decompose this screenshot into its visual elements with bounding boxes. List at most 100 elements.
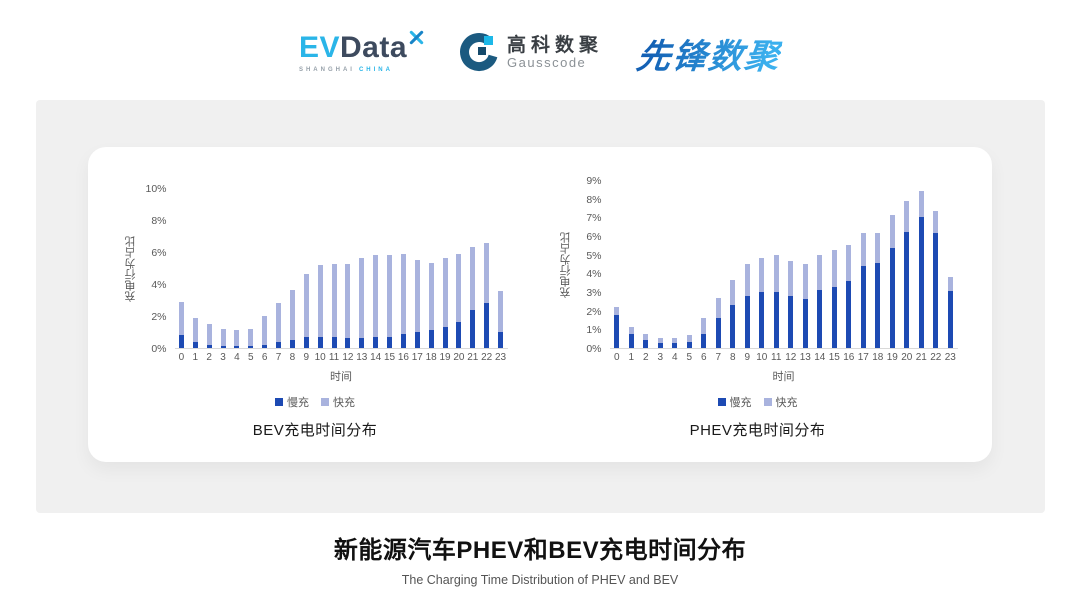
bar-segment-slow — [470, 309, 476, 348]
bar-segment-slow — [442, 327, 448, 348]
stacked-bar — [373, 255, 379, 348]
x-tick-label: 17 — [411, 352, 423, 363]
bar-segment-slow — [456, 322, 462, 348]
x-tick-label: 4 — [671, 352, 678, 363]
bar-segment-fast — [788, 261, 794, 296]
bar-segment-fast — [414, 260, 420, 332]
phev-legend: 慢充 快充 — [558, 396, 958, 409]
bar-column — [784, 261, 799, 348]
bar-segment-slow — [428, 330, 434, 348]
bar-segment-slow — [846, 280, 852, 348]
phev-plot-row: 充电行为占比 9% 8% 7% 6% 5% 4% 3% 2% 1% 0% — [558, 175, 958, 355]
phev-chart-title: PHEV充电时间分布 — [689, 422, 826, 439]
bar-column — [769, 254, 784, 348]
bar-column — [230, 330, 244, 348]
logo-header: EV Data SHANGHAI CHINA 高科数聚 Gausscode 先锋数… — [0, 0, 1080, 86]
x-tick-label: 7 — [715, 352, 722, 363]
y-tick-label: 4% — [586, 268, 602, 281]
bar-segment-slow — [234, 346, 240, 348]
bev-plot-row: 充电行为占比 10% 8% 6% 4% 2% 0% — [123, 183, 508, 355]
bar-column — [813, 254, 828, 348]
stacked-bar — [831, 250, 837, 348]
charts-card: 充电行为占比 10% 8% 6% 4% 2% 0% 0 1 2 3 4 5 6 7 8 9 10 11 12 13 1… — [88, 147, 992, 462]
bar-segment-slow — [715, 318, 721, 348]
bar-segment-fast — [773, 254, 779, 292]
bar-segment-slow — [248, 345, 254, 348]
stacked-bar — [701, 318, 707, 348]
x-tick-label: 4 — [234, 352, 240, 363]
x-tick-label: 0 — [178, 352, 185, 363]
x-tick-label: 7 — [275, 352, 282, 363]
bar-column — [885, 215, 900, 348]
bar-segment-slow — [373, 336, 379, 348]
stacked-bar — [759, 258, 765, 348]
page-subtitle: The Charging Time Distribution of PHEV a… — [401, 573, 679, 587]
stacked-bar — [846, 245, 852, 348]
x-tick-label: 22 — [930, 352, 942, 363]
gausscode-en-text: Gausscode — [507, 55, 587, 71]
y-tick-label: 8% — [586, 193, 602, 206]
stacked-bar — [889, 215, 895, 348]
bar-column — [668, 337, 683, 348]
bar-segment-fast — [686, 334, 692, 343]
x-tick-label: 1 — [628, 352, 635, 363]
gausscode-cn-text: 高科数聚 — [507, 34, 604, 56]
footer: 新能源汽车PHEV和BEV充电时间分布 The Charging Time Di… — [0, 530, 1080, 587]
bar-column — [682, 334, 697, 348]
phev-x-axis: 0 1 2 3 4 5 6 7 8 9 10 11 12 13 14 15 16 17 18 19 20 21 22 23 — [558, 352, 958, 363]
bar-segment-fast — [276, 303, 282, 342]
y-tick-label: 2% — [586, 305, 602, 318]
stacked-bar — [643, 334, 649, 348]
bar-column — [929, 210, 944, 348]
stacked-bar — [359, 257, 365, 348]
y-tick-label: 2% — [151, 311, 167, 323]
phev-chart: 充电行为占比 9% 8% 7% 6% 5% 4% 3% 2% 1% 0% 0 1 2 3 4 5 6 7 8 9 10… — [558, 175, 958, 440]
stacked-bar — [442, 258, 448, 348]
stacked-bar — [918, 191, 924, 348]
stacked-bar — [387, 255, 393, 348]
stacked-bar — [345, 264, 351, 348]
bar-column — [610, 306, 625, 348]
y-tick-label: 9% — [586, 175, 602, 187]
bar-segment-fast — [715, 297, 721, 319]
x-tick-label: 12 — [785, 352, 797, 363]
bar-column — [798, 264, 813, 348]
bar-segment-fast — [178, 301, 184, 336]
bar-segment-slow — [414, 332, 420, 348]
y-tick-label: 5% — [586, 249, 602, 262]
legend-swatch-fast — [321, 398, 329, 406]
bar-column — [369, 255, 383, 348]
bar-segment-slow — [701, 334, 707, 348]
legend-swatch-slow — [717, 398, 726, 406]
stacked-bar — [317, 264, 323, 348]
x-tick-label: 15 — [828, 352, 840, 363]
bar-segment-slow — [889, 248, 895, 348]
bev-x-axis: 0 1 2 3 4 5 6 7 8 9 10 11 12 13 14 15 16 17 18 19 20 21 22 23 — [123, 352, 508, 363]
bar-segment-fast — [428, 263, 434, 331]
bar-column — [202, 324, 216, 348]
legend-label-slow: 慢充 — [287, 397, 309, 409]
legend-item-fast: 快充 — [321, 394, 355, 410]
bar-segment-fast — [744, 264, 750, 296]
charts-panel: 充电行为占比 10% 8% 6% 4% 2% 0% 0 1 2 3 4 5 6 7 8 9 10 11 12 13 1… — [36, 100, 1045, 513]
bar-segment-fast — [498, 291, 504, 332]
y-tick-label: 6% — [586, 231, 602, 243]
x-tick-label: 11 — [771, 352, 782, 363]
stacked-bar — [715, 297, 721, 348]
x-tick-label: 16 — [397, 352, 409, 363]
legend-swatch-slow — [275, 398, 283, 406]
stacked-bar — [262, 316, 268, 348]
stacked-bar — [484, 243, 490, 348]
bar-column — [216, 328, 230, 348]
x-tick-label: 18 — [872, 352, 884, 363]
x-tick-label: 23 — [944, 352, 956, 363]
stacked-bar — [331, 264, 337, 348]
x-tick-label: 21 — [467, 352, 479, 363]
x-tick-label: 10 — [756, 352, 768, 363]
bar-segment-slow — [628, 334, 634, 348]
bar-column — [438, 258, 452, 348]
stacked-bar — [904, 200, 910, 348]
bar-column — [914, 191, 929, 348]
bar-column — [653, 337, 668, 348]
stacked-bar — [686, 334, 692, 348]
